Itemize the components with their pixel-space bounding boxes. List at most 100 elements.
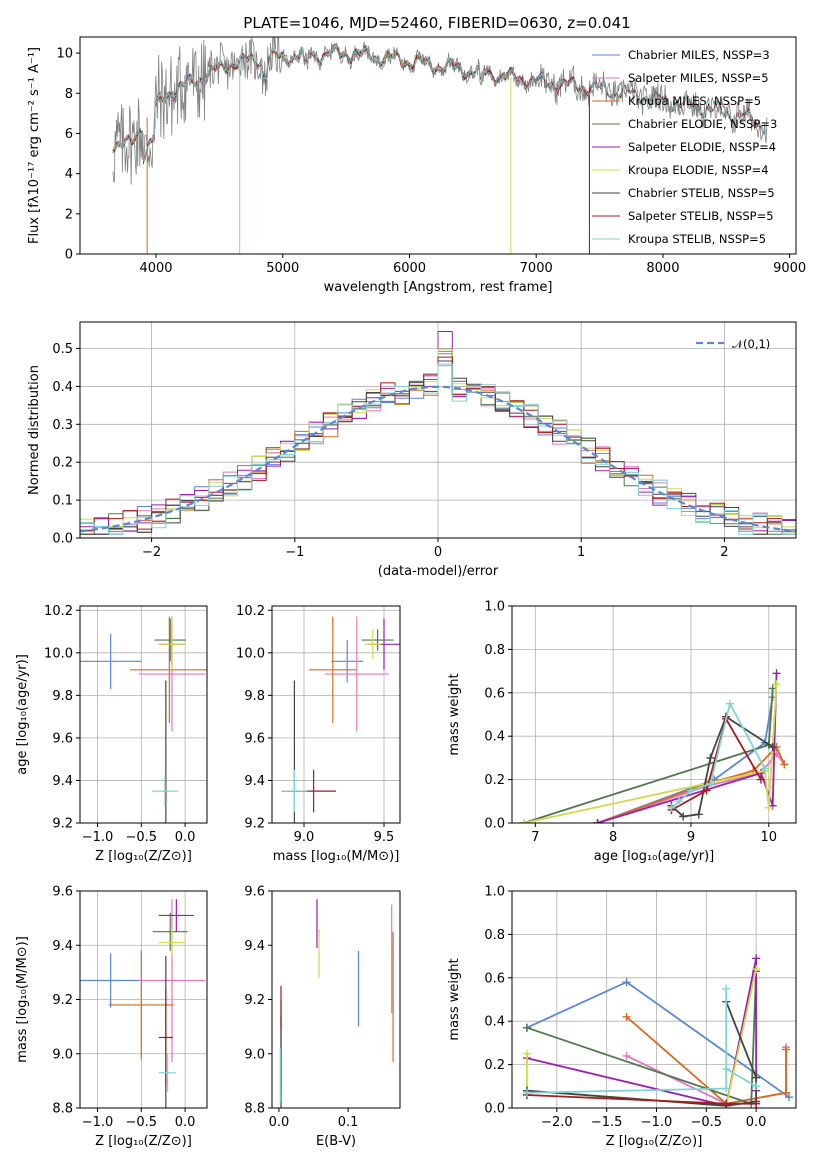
y-tick-label: 0.0 (484, 1102, 505, 1117)
x-tick-label: 0.0 (175, 1115, 196, 1130)
x-tick-label: −0.5 (126, 830, 158, 845)
y-tick-label: 9.0 (244, 1047, 265, 1062)
mass-weight-marker (752, 1082, 761, 1091)
y-tick-label: 6 (65, 127, 73, 142)
plot-area-mass_weight_vs_Z (522, 954, 794, 1108)
mass-weight-marker (782, 1045, 791, 1054)
y-axis-label: mass [log₁₀(M/M⊙)] (15, 936, 30, 1063)
mass-weight-marker (752, 1073, 761, 1082)
x-tick-label: −2.0 (541, 1115, 573, 1130)
mass-weight-marker (772, 680, 781, 689)
axes-frame (79, 36, 797, 255)
x-tick-label: 4000 (139, 261, 172, 276)
y-tick-label: 8 (65, 87, 73, 102)
x-tick-label: −1.5 (591, 1115, 623, 1130)
residuals-legend: 𝒩(0,1) (696, 337, 770, 351)
mass-weight-line (671, 716, 762, 811)
y-tick-label: 1.0 (484, 600, 505, 615)
axes-mass_vs_Z: −1.0 −0.5 0.0 8.8 9.0 9.2 9.4 9.6 Z [log₁₀(Z/Z⊙)… (15, 885, 208, 1149)
axes-frame (79, 321, 797, 539)
y-tick-label: 9.0 (52, 1047, 73, 1062)
x-tick-label: 7000 (520, 261, 553, 276)
y-tick-label: 10.2 (44, 604, 73, 619)
y-tick-label: 0.0 (484, 817, 505, 832)
mass-weight-marker (768, 743, 777, 752)
y-tick-label: 0.6 (484, 686, 505, 701)
mass-weight-marker (519, 819, 528, 823)
mass-weight-marker (622, 1012, 631, 1021)
plot-area-mass_weight_vs_age (519, 669, 789, 823)
x-axis-label: E(B-V) (316, 1134, 356, 1149)
mass-weight-marker (722, 984, 731, 993)
legend-entry: 𝒩(0,1) (732, 337, 770, 351)
page-title: PLATE=1046, MJD=52460, FIBERID=0630, z=0… (243, 14, 630, 32)
plot-area-residuals (80, 331, 796, 535)
histogram-step (80, 363, 796, 535)
x-axis-label: age [log₁₀(age/yr)] (594, 849, 715, 864)
mass-weight-marker (593, 819, 602, 823)
y-axis-label: mass weight (447, 958, 462, 1040)
x-tick-label: 7 (531, 830, 539, 845)
plot-area-mass_vs_EBV (279, 899, 394, 1108)
x-tick-label: 0.0 (746, 1115, 767, 1130)
y-tick-label: 10.2 (236, 604, 265, 619)
legend-entry: Chabrier MILES, NSSP=3 (628, 48, 770, 62)
mass-weight-marker (722, 1084, 731, 1093)
y-tick-label: 0 (65, 248, 73, 263)
mass-weight-line (526, 988, 757, 1094)
y-tick-label: 9.4 (52, 774, 73, 789)
x-axis-label: (data-model)/error (378, 564, 499, 579)
y-tick-label: 0.2 (52, 456, 73, 471)
axes-age_vs_mass: 9.0 9.5 9.2 9.4 9.6 9.8 10.0 10.2 mass [log₁₀(M/… (236, 604, 401, 864)
mass-weight-marker (706, 779, 715, 788)
mass-weight-marker (782, 1088, 791, 1097)
x-tick-label: 2 (720, 545, 728, 560)
mass-weight-marker (694, 810, 703, 819)
plot-area-spectrum (112, 37, 768, 254)
plot-area-age_vs_mass (281, 616, 400, 823)
x-tick-label: 9000 (773, 261, 806, 276)
mass-weight-line (526, 971, 757, 1105)
y-tick-label: 9.4 (52, 939, 73, 954)
x-tick-label: 8000 (646, 261, 679, 276)
y-tick-label: 10.0 (44, 646, 73, 661)
legend-entry: Kroupa MILES, NSSP=5 (628, 94, 761, 108)
y-tick-label: 0.5 (52, 342, 73, 357)
legend-entry: Salpeter STELIB, NSSP=5 (628, 209, 774, 223)
mass-weight-marker (780, 760, 789, 769)
mass-weight-marker (667, 803, 676, 812)
axes-mass_weight_vs_age: 7 8 9 10 0.0 0.2 0.4 0.6 0.8 1.0 age [log₁₀(age/yr… (447, 600, 797, 864)
x-tick-label: −1.0 (641, 1115, 673, 1130)
y-tick-label: 9.6 (244, 731, 265, 746)
axes-frame (511, 890, 797, 1109)
mass-weight-marker (522, 1049, 531, 1058)
y-tick-label: 0.4 (484, 730, 505, 745)
axes-frame (271, 605, 401, 824)
legend-entry: Salpeter ELODIE, NSSP=4 (628, 140, 776, 154)
x-tick-label: 1 (577, 545, 585, 560)
y-tick-label: 0.4 (484, 1015, 505, 1030)
mass-weight-marker (760, 764, 769, 773)
mass-weight-marker (702, 786, 711, 795)
y-tick-label: 9.4 (244, 774, 265, 789)
mass-weight-line (670, 701, 766, 809)
mass-weight-marker (522, 1088, 531, 1097)
x-axis-label: Z [log₁₀(Z/Z⊙)] (606, 1134, 703, 1149)
mass-weight-marker (706, 753, 715, 762)
x-tick-label: 9 (687, 830, 695, 845)
mass-weight-line (526, 958, 757, 1107)
mass-weight-line (597, 696, 774, 823)
x-tick-label: −1.0 (82, 1115, 114, 1130)
y-tick-label: 9.2 (52, 817, 73, 832)
mass-weight-marker (785, 1093, 794, 1102)
axes-age_vs_Z: −1.0 −0.5 0.0 9.2 9.4 9.6 9.8 10.0 10.2 Z [log₁₀(… (15, 604, 208, 864)
mass-weight-marker (622, 978, 631, 987)
y-axis-label: age [log₁₀(age/yr)] (15, 654, 30, 775)
y-tick-label: 9.2 (244, 993, 265, 1008)
y-tick-label: 0.0 (52, 532, 73, 547)
y-tick-label: 9.4 (244, 939, 265, 954)
mass-weight-marker (772, 669, 781, 678)
normal-distribution-curve (80, 385, 796, 533)
